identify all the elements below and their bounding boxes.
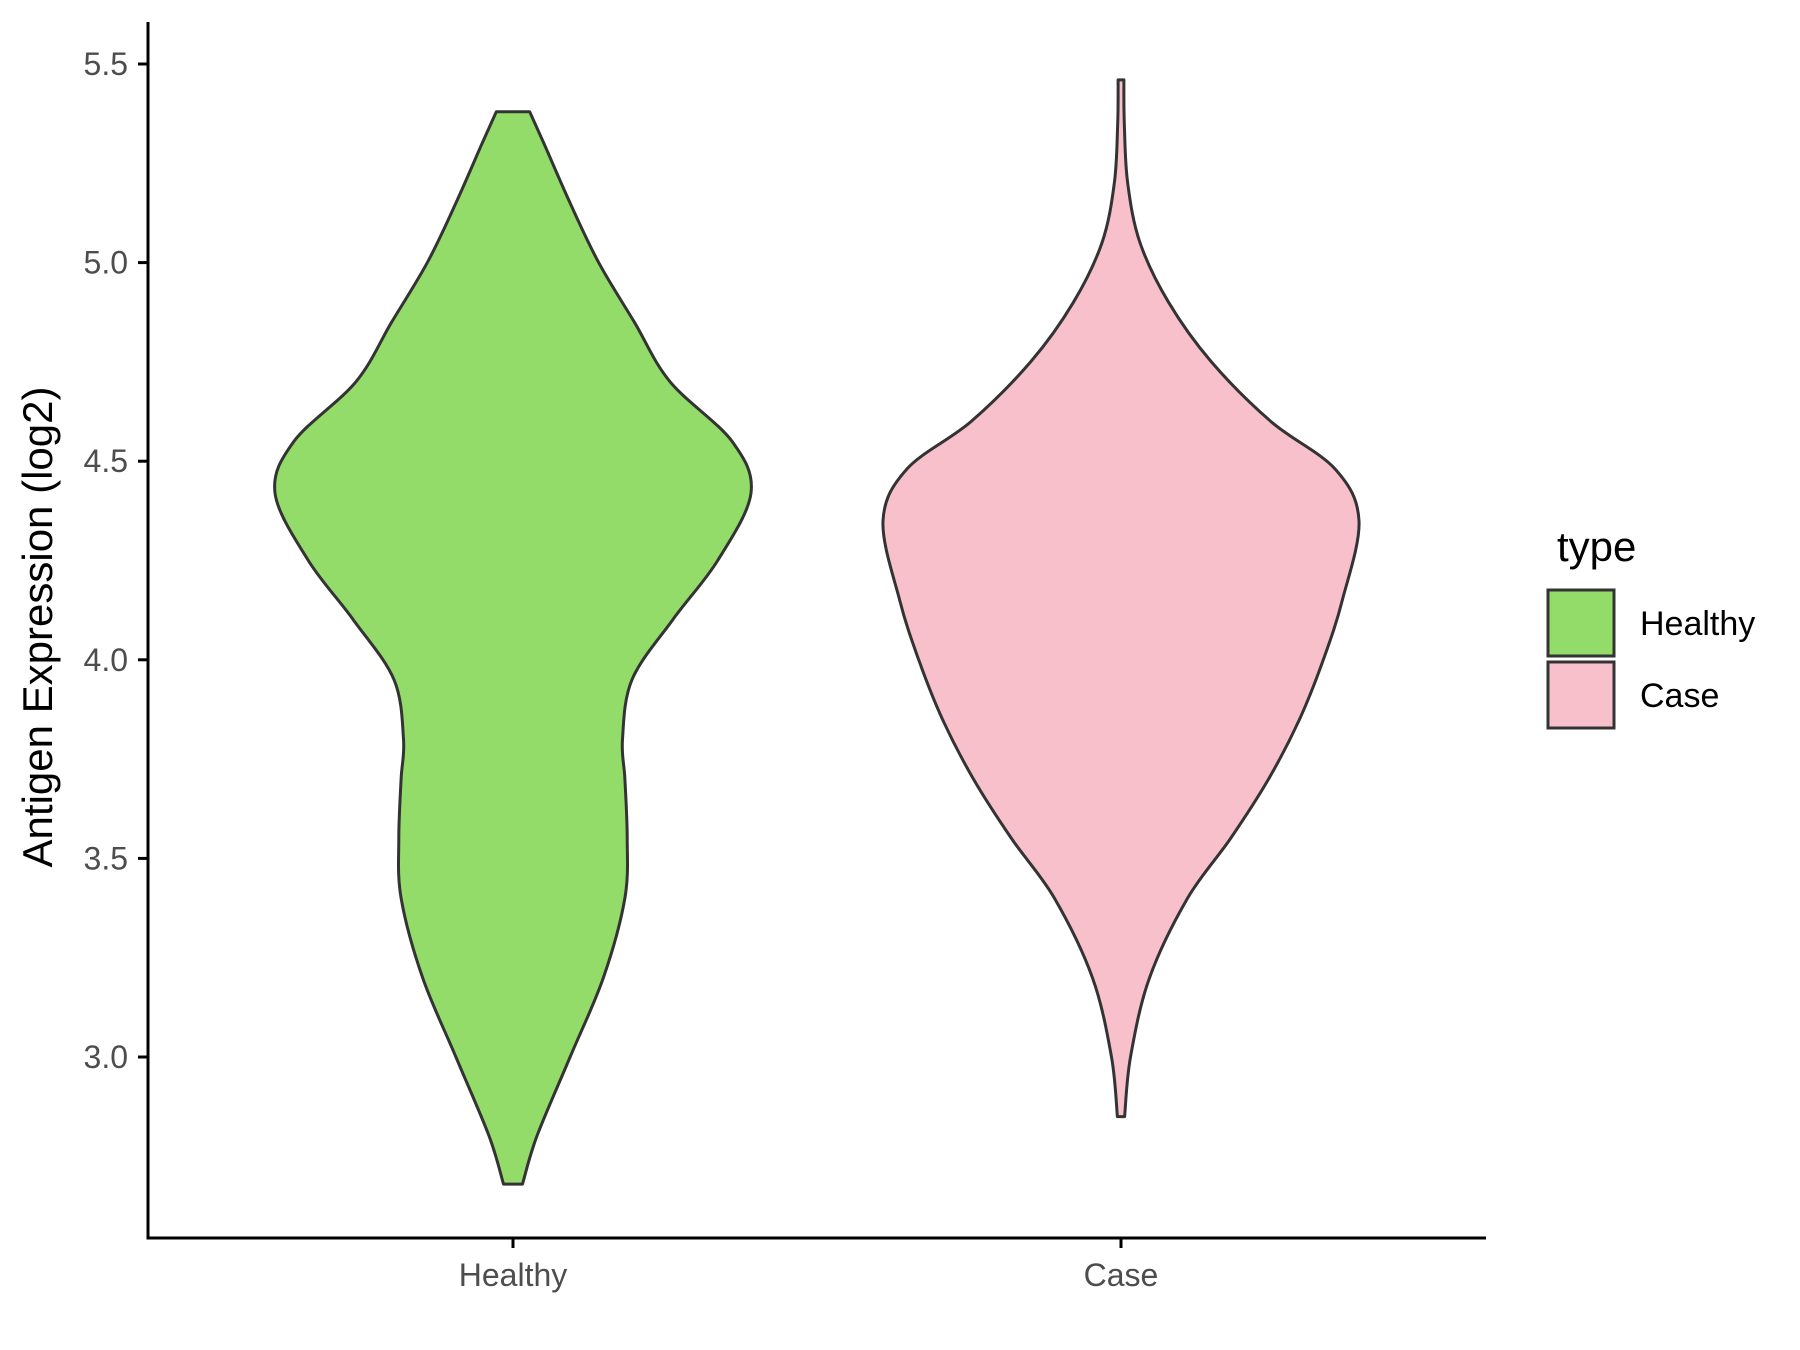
x-ticks: Healthy Case bbox=[459, 1238, 1159, 1293]
y-tick-label: 4.0 bbox=[84, 642, 128, 678]
legend-items: Healthy Case bbox=[1546, 588, 1755, 730]
x-axis: Healthy Case bbox=[146, 1236, 1486, 1293]
y-tick-label: 5.5 bbox=[84, 46, 128, 82]
legend-label: Case bbox=[1640, 677, 1719, 715]
x-tick-label: Case bbox=[1084, 1257, 1159, 1293]
legend-label: Healthy bbox=[1640, 605, 1755, 643]
legend-title: type bbox=[1557, 523, 1636, 570]
y-tick-label: 4.5 bbox=[84, 443, 128, 479]
violin-case bbox=[881, 78, 1361, 1119]
legend-key-healthy bbox=[1546, 588, 1616, 658]
legend-key-case bbox=[1546, 660, 1616, 730]
y-tick-label: 3.0 bbox=[84, 1039, 128, 1075]
y-tick-label: 3.5 bbox=[84, 840, 128, 876]
violins-layer bbox=[273, 78, 1361, 1186]
y-ticks: 3.0 3.5 4.0 4.5 5.0 5.5 bbox=[84, 46, 148, 1075]
y-axis-title: Antigen Expression (log2) bbox=[14, 387, 61, 868]
y-tick-label: 5.0 bbox=[84, 245, 128, 281]
x-tick-label: Healthy bbox=[459, 1257, 568, 1293]
legend: type Healthy Case bbox=[1546, 523, 1755, 730]
violin-healthy bbox=[273, 110, 753, 1186]
y-axis: 3.0 3.5 4.0 4.5 5.0 5.5 bbox=[84, 22, 150, 1238]
